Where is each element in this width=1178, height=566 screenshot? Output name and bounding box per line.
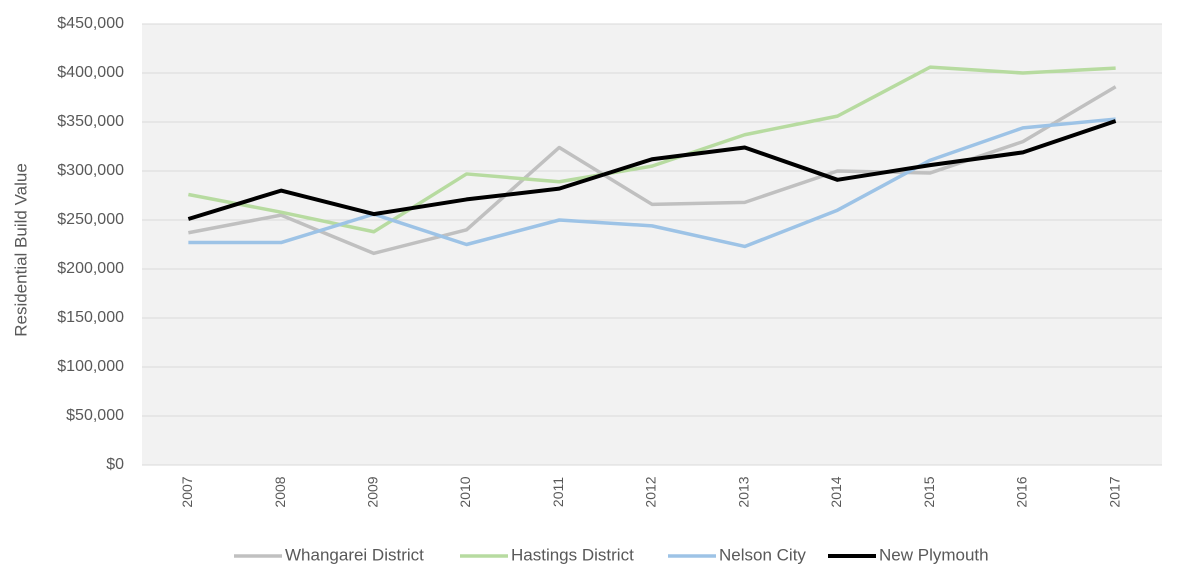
x-tick-label: 2009 [365,476,381,507]
legend-label: New Plymouth [879,545,989,564]
x-tick-label: 2017 [1106,476,1122,507]
x-tick-label: 2016 [1014,476,1030,507]
legend-label: Whangarei District [285,545,424,564]
y-tick-label: $100,000 [57,358,124,375]
y-axis-title: Residential Build Value [11,163,30,337]
y-tick-label: $250,000 [57,211,124,228]
x-tick-label: 2007 [179,476,195,507]
y-tick-label: $300,000 [57,162,124,179]
legend-label: Nelson City [719,545,806,564]
y-tick-label: $50,000 [66,407,124,424]
y-tick-label: $200,000 [57,260,124,277]
x-tick-label: 2013 [735,476,751,507]
plot-area [142,24,1162,465]
y-tick-label: $150,000 [57,309,124,326]
x-tick-label: 2010 [457,476,473,507]
y-tick-label: $350,000 [57,113,124,130]
x-tick-label: 2008 [272,476,288,507]
series-line [188,117,1116,249]
y-tick-label: $0 [106,456,124,473]
x-tick-label: 2012 [643,476,659,507]
x-tick-label: 2011 [550,477,566,507]
series-line [187,119,1117,221]
y-tick-label: $450,000 [57,15,124,32]
y-tick-label: $400,000 [57,64,124,81]
legend-label: Hastings District [511,545,634,564]
x-tick-label: 2014 [828,476,844,507]
x-tick-label: 2015 [921,476,937,507]
